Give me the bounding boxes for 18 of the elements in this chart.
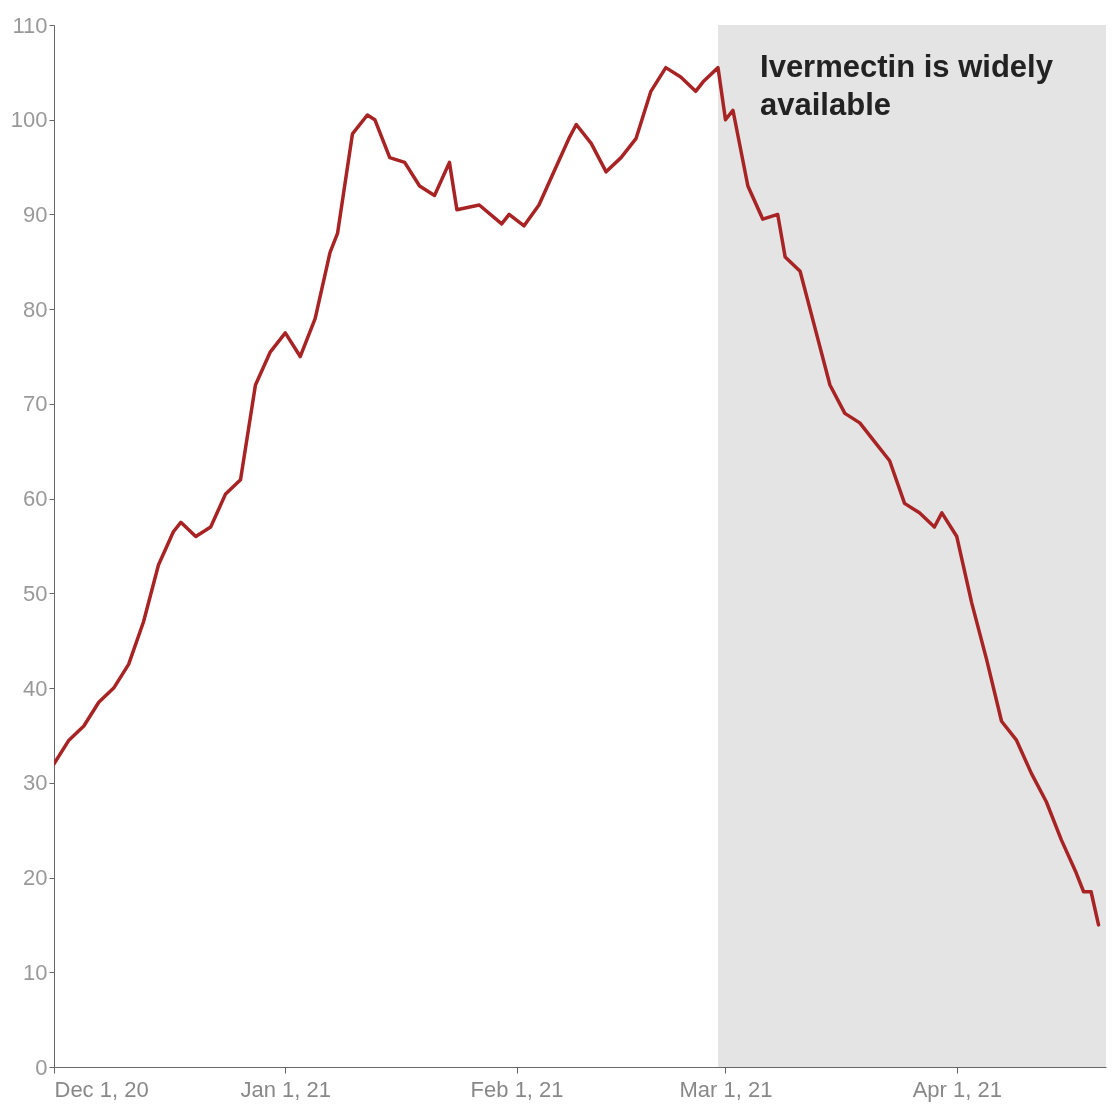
y-tick-label: 110: [12, 12, 48, 38]
band-label: Ivermectin is widely available: [760, 49, 1054, 123]
y-tick-label: 40: [23, 675, 48, 701]
y-tick-label: 80: [23, 296, 48, 322]
x-tick-label: Dec 1, 20: [54, 1076, 149, 1102]
y-tick-label: 60: [23, 486, 48, 512]
y-tick-label: 10: [23, 959, 48, 985]
y-tick-label: 20: [23, 865, 48, 891]
y-tick-label: 30: [23, 770, 48, 796]
y-tick-label: 50: [23, 580, 48, 606]
y-tick-label: 90: [23, 201, 48, 227]
x-tick-label: Jan 1, 21: [240, 1076, 332, 1102]
y-tick-label: 0: [35, 1054, 48, 1080]
x-tick-label: Feb 1, 21: [470, 1076, 564, 1102]
y-tick-label: 70: [23, 391, 48, 417]
x-tick-label: Mar 1, 21: [679, 1076, 773, 1102]
y-tick-label: 100: [10, 107, 48, 133]
x-tick-label: Apr 1, 21: [912, 1076, 1002, 1102]
